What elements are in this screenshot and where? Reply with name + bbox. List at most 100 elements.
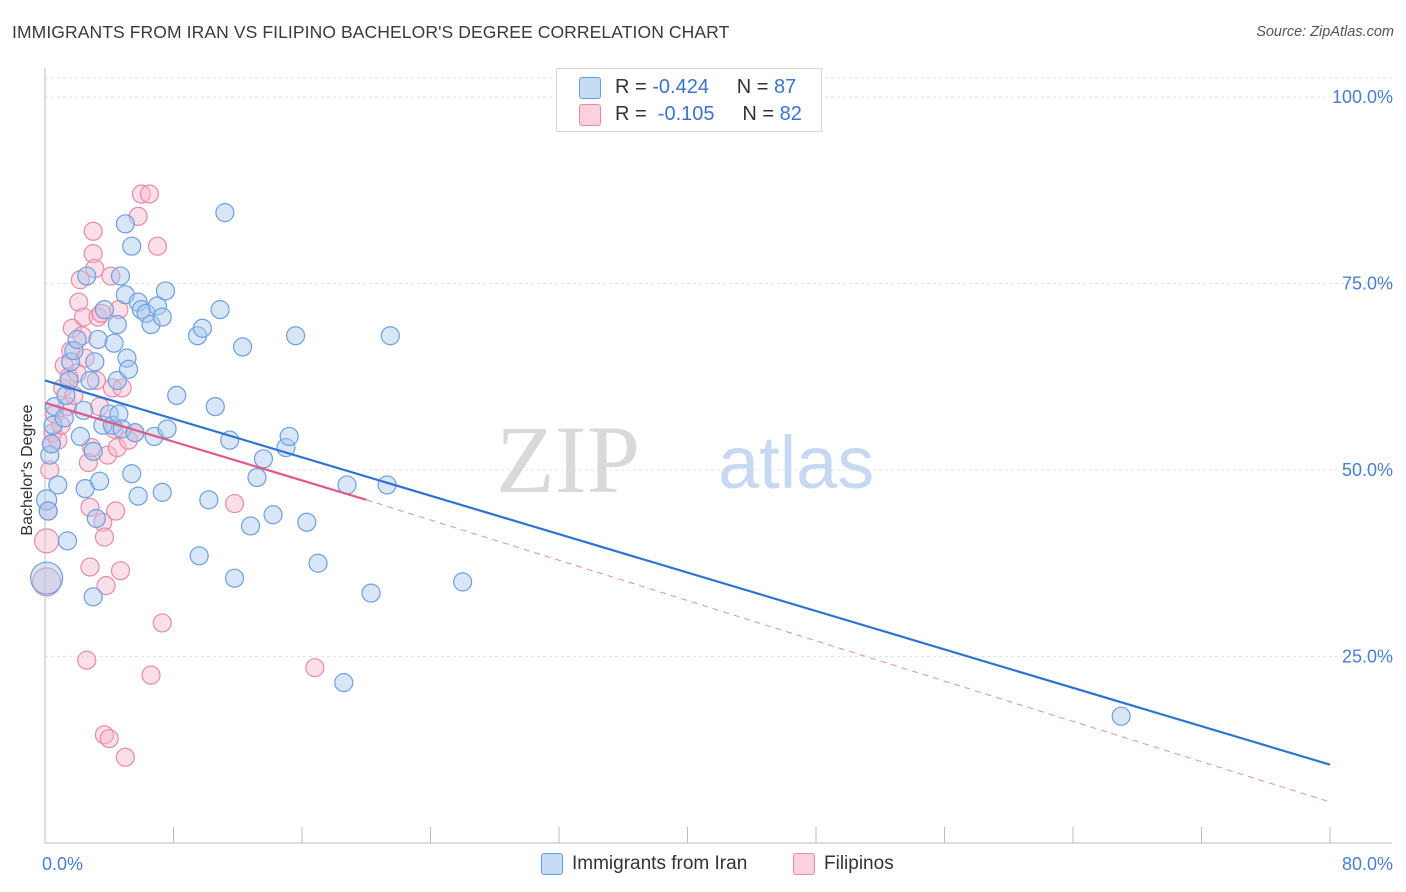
data-point-iran bbox=[210, 300, 230, 320]
data-point-iran bbox=[85, 352, 105, 372]
data-point-filipinos bbox=[77, 650, 97, 670]
data-point-iran bbox=[285, 326, 306, 346]
data-point-filipinos bbox=[80, 497, 100, 517]
data-point-filipinos bbox=[106, 501, 126, 521]
data-point-filipinos bbox=[98, 445, 118, 465]
data-point-filipinos bbox=[118, 430, 139, 450]
data-point-iran bbox=[147, 296, 168, 316]
data-point-iran bbox=[107, 314, 127, 335]
data-point-iran bbox=[38, 501, 58, 521]
data-point-filipinos bbox=[86, 370, 107, 391]
bottom-legend-label-filipinos: Filipinos bbox=[824, 853, 894, 874]
data-point-iran bbox=[104, 333, 124, 353]
data-point-iran bbox=[334, 673, 354, 693]
data-point-filipinos bbox=[69, 292, 89, 312]
data-point-iran bbox=[152, 307, 172, 327]
legend-r-label: R = bbox=[615, 103, 647, 125]
data-point-iran bbox=[115, 214, 135, 234]
data-point-iran bbox=[220, 430, 240, 450]
data-point-iran bbox=[263, 505, 283, 525]
data-point-iran bbox=[110, 266, 131, 286]
data-point-filipinos bbox=[83, 221, 103, 241]
data-point-iran bbox=[205, 396, 225, 417]
data-point-iran bbox=[241, 516, 261, 536]
data-point-iran bbox=[70, 426, 90, 447]
data-point-iran bbox=[279, 426, 299, 447]
chart-source: Source: ZipAtlas.com bbox=[1256, 24, 1394, 40]
data-point-iran bbox=[253, 449, 274, 469]
data-point-iran bbox=[361, 583, 381, 603]
data-point-filipinos bbox=[224, 493, 245, 514]
trend-line-iran bbox=[44, 379, 1331, 766]
data-point-filipinos bbox=[80, 557, 100, 577]
data-point-iran bbox=[232, 337, 253, 357]
data-point-filipinos bbox=[40, 460, 60, 480]
axes bbox=[44, 68, 1392, 844]
data-point-iran bbox=[224, 568, 245, 588]
y-tick-label: 25.0% bbox=[1342, 647, 1393, 667]
bottom-legend-label-iran: Immigrants from Iran bbox=[572, 853, 748, 874]
trend-line-filipinos bbox=[44, 401, 367, 501]
data-point-iran bbox=[157, 419, 177, 439]
data-point-iran bbox=[118, 359, 139, 379]
trend-line-filipinos-extension bbox=[366, 499, 1331, 803]
watermark: ZIP atlas bbox=[496, 406, 874, 513]
watermark-atlas: atlas bbox=[718, 421, 874, 504]
bottom-legend-swatch-filipinos bbox=[793, 853, 815, 875]
legend-n-label: N = bbox=[742, 103, 775, 125]
legend-swatch-filipinos bbox=[579, 104, 601, 126]
data-point-iran bbox=[77, 266, 97, 286]
data-point-filipinos bbox=[305, 658, 325, 678]
data-point-filipinos bbox=[139, 184, 160, 204]
data-point-iran bbox=[199, 490, 219, 510]
data-point-iran bbox=[453, 572, 473, 592]
data-point-iran bbox=[43, 415, 63, 435]
data-point-iran bbox=[83, 441, 103, 461]
data-point-iran bbox=[152, 482, 172, 502]
data-point-iran bbox=[30, 561, 64, 595]
data-point-filipinos bbox=[85, 258, 105, 279]
data-point-iran bbox=[48, 475, 68, 495]
data-point-iran bbox=[57, 531, 78, 551]
data-point-filipinos bbox=[131, 184, 151, 204]
data-point-iran bbox=[122, 464, 142, 484]
data-point-iran bbox=[1111, 706, 1131, 726]
data-point-iran bbox=[122, 236, 142, 256]
data-point-iran bbox=[64, 341, 84, 361]
correlation-legend: R = -0.424 N = 87 R = -0.105 N = 82 bbox=[556, 68, 822, 132]
y-tick-label: 50.0% bbox=[1342, 460, 1393, 480]
legend-r-label: R = bbox=[615, 76, 647, 98]
data-point-filipinos bbox=[75, 348, 95, 368]
y-tick-label: 75.0% bbox=[1342, 274, 1393, 294]
data-point-filipinos bbox=[34, 528, 60, 554]
data-point-filipinos bbox=[152, 613, 172, 633]
bottom-legend-swatch-iran bbox=[541, 853, 563, 875]
data-point-filipinos bbox=[94, 527, 115, 547]
data-point-iran bbox=[86, 508, 107, 529]
tick-labels: 25.0% 50.0% 75.0% 100.0% 0.0% 80.0% bbox=[42, 87, 1393, 874]
data-point-filipinos bbox=[110, 561, 131, 581]
data-point-iran bbox=[59, 370, 79, 391]
data-point-iran bbox=[88, 329, 108, 350]
data-point-iran bbox=[189, 546, 209, 566]
series-iran-points bbox=[30, 203, 1131, 726]
chart-title: IMMIGRANTS FROM IRAN VS FILIPINO BACHELO… bbox=[12, 22, 730, 42]
trend-lines bbox=[44, 379, 1331, 803]
data-point-iran bbox=[380, 326, 400, 346]
legend-r-value-iran: -0.424 bbox=[652, 76, 709, 98]
data-point-iran bbox=[297, 512, 317, 532]
y-axis-title: Bachelor's Degree bbox=[19, 404, 36, 536]
data-point-filipinos bbox=[32, 567, 62, 597]
legend-n-label: N = bbox=[736, 76, 769, 98]
data-point-iran bbox=[247, 467, 267, 488]
data-point-iran bbox=[136, 303, 156, 323]
data-point-iran bbox=[167, 385, 187, 405]
x-tick-label: 80.0% bbox=[1342, 854, 1393, 874]
legend-swatch-iran bbox=[579, 77, 601, 99]
data-point-filipinos bbox=[83, 244, 103, 264]
data-point-iran bbox=[90, 471, 110, 491]
data-point-filipinos bbox=[107, 438, 127, 458]
data-point-filipinos bbox=[147, 236, 168, 256]
data-point-iran bbox=[94, 300, 115, 320]
